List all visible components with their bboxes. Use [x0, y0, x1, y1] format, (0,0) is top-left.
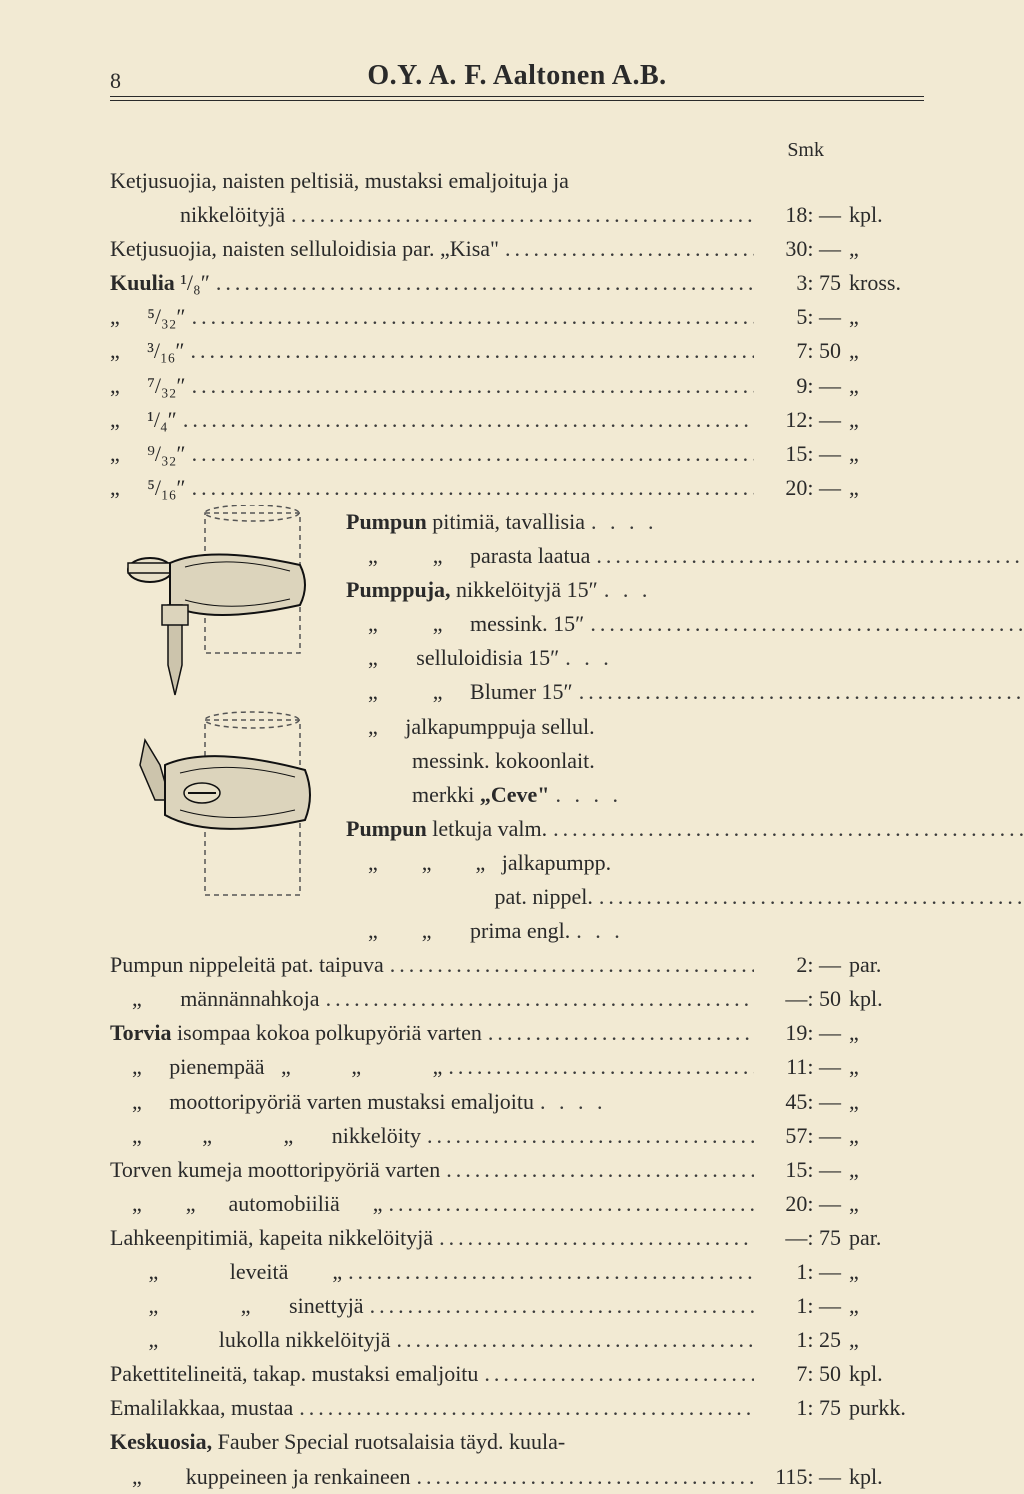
price-list: Ketjusuojia, naisten peltisiä, mustaksi … — [110, 164, 924, 1494]
list-row: „ „ parasta laatua2: 75„ — [346, 539, 1024, 573]
list-row: „ „ prima engl. . . .4: 50mt. — [346, 914, 1024, 948]
list-row: nikkelöityjä18: —kpl. — [110, 198, 924, 232]
list-row: Lahkeenpitimiä, kapeita nikkelöityjä—: 7… — [110, 1221, 924, 1255]
list-row: „ leveitä „1: —„ — [110, 1255, 924, 1289]
list-row: Pumppuja, nikkelöityjä 15″ . . .8: —kpl. — [346, 573, 1024, 607]
list-row: messink. kokoonlait. — [346, 744, 1024, 778]
list-row: „ ⁷/₃₂″9: —„ — [110, 369, 924, 403]
list-row: Torvia isompaa kokoa polkupyöriä varten1… — [110, 1016, 924, 1050]
list-row: Keskuosia, Fauber Special ruotsalaisia t… — [110, 1425, 924, 1459]
list-row: „ jalkapumppuja sellul. — [346, 710, 1024, 744]
list-row: „ männännahkoja—: 50kpl. — [110, 982, 924, 1016]
list-row: „ ⁹/₃₂″15: —„ — [110, 437, 924, 471]
list-row: „ lukolla nikkelöityjä1: 25„ — [110, 1323, 924, 1357]
list-row: „ „ Blumer 15″22: —„ — [346, 675, 1024, 709]
header-title: O.Y. A. F. Aaltonen A.B. — [110, 60, 924, 92]
list-row: „ „ automobiiliä „20: —„ — [110, 1187, 924, 1221]
list-row: „ „ „ nikkelöity57: —„ — [110, 1119, 924, 1153]
list-row: merkki „Ceve". . . .32: —„ — [346, 778, 1024, 812]
list-row: „ moottoripyöriä varten mustaksi emaljoi… — [110, 1085, 924, 1119]
list-row: „ kuppeineen ja renkaineen115: —kpl. — [110, 1460, 924, 1494]
list-row: „ ⁵/₃₂″5: —„ — [110, 300, 924, 334]
list-row: „ selluloidisia 15″ . . .19: —„ — [346, 641, 1024, 675]
list-row: Ketjusuojia, naisten selluloidisia par. … — [110, 232, 924, 266]
list-row: „ „ messink. 15″9: 50„ — [346, 607, 1024, 641]
list-row: „ pienempää „ „ „11: —„ — [110, 1050, 924, 1084]
list-row: Pumpun letkuja valm.1: 50„ — [346, 812, 1024, 846]
list-row: Torven kumeja moottoripyöriä varten15: —… — [110, 1153, 924, 1187]
list-row: „ ¹/₄″12: —„ — [110, 403, 924, 437]
list-row: „ „ sinettyjä1: —„ — [110, 1289, 924, 1323]
list-row: Ketjusuojia, naisten peltisiä, mustaksi … — [110, 164, 924, 198]
list-row: Pumpun pitimiä, tavallisia . . . .2: —pa… — [346, 505, 1024, 539]
list-row: „ ³/₁₆″7: 50„ — [110, 334, 924, 368]
list-row: Kuulia ¹/₈″3: 75kross. — [110, 266, 924, 300]
list-row: „ „ „ jalkapumpp. — [346, 846, 1024, 880]
pump-illustration — [110, 505, 340, 900]
list-row: „ ⁵/₁₆″20: —„ — [110, 471, 924, 505]
list-row: Emalilakkaa, mustaa1: 75purkk. — [110, 1391, 924, 1425]
header-rule — [110, 96, 924, 101]
currency-header: Smk — [110, 139, 924, 162]
list-row: Pumpun nippeleitä pat. taipuva2: —par. — [110, 948, 924, 982]
page-number: 8 — [110, 68, 121, 94]
list-row: pat. nippel.5: —„ — [346, 880, 1024, 914]
list-row: Pakettitelineitä, takap. mustaksi emaljo… — [110, 1357, 924, 1391]
